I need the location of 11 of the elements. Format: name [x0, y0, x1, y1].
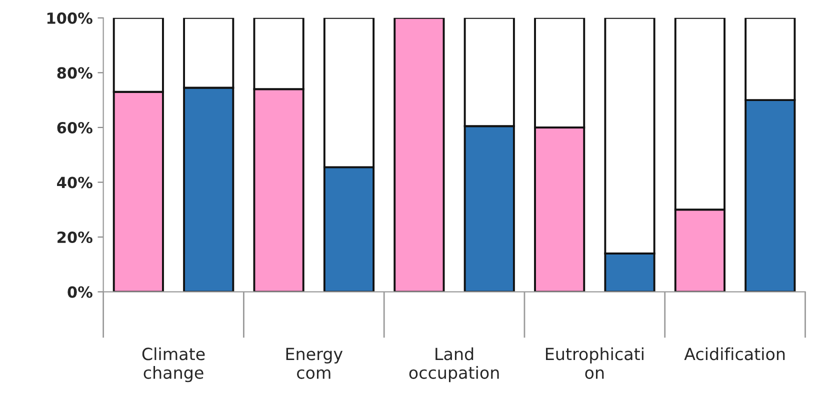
y-tick-label: 100% [47, 12, 92, 24]
x-tick-label: Land occupation [409, 347, 499, 382]
y-tick-label: 80% [57, 67, 92, 79]
y-tick-label: 40% [57, 176, 92, 188]
x-tick-label: Energy com [286, 348, 343, 379]
x-tick-label: Climate change [142, 347, 205, 382]
y-tick-label: 0% [68, 286, 92, 298]
y-tick-label: 60% [57, 122, 92, 134]
x-tick-label: Acidification [684, 347, 785, 360]
x-tick-label: Eutrophicati on [546, 347, 644, 379]
y-tick-label: 20% [58, 232, 92, 244]
